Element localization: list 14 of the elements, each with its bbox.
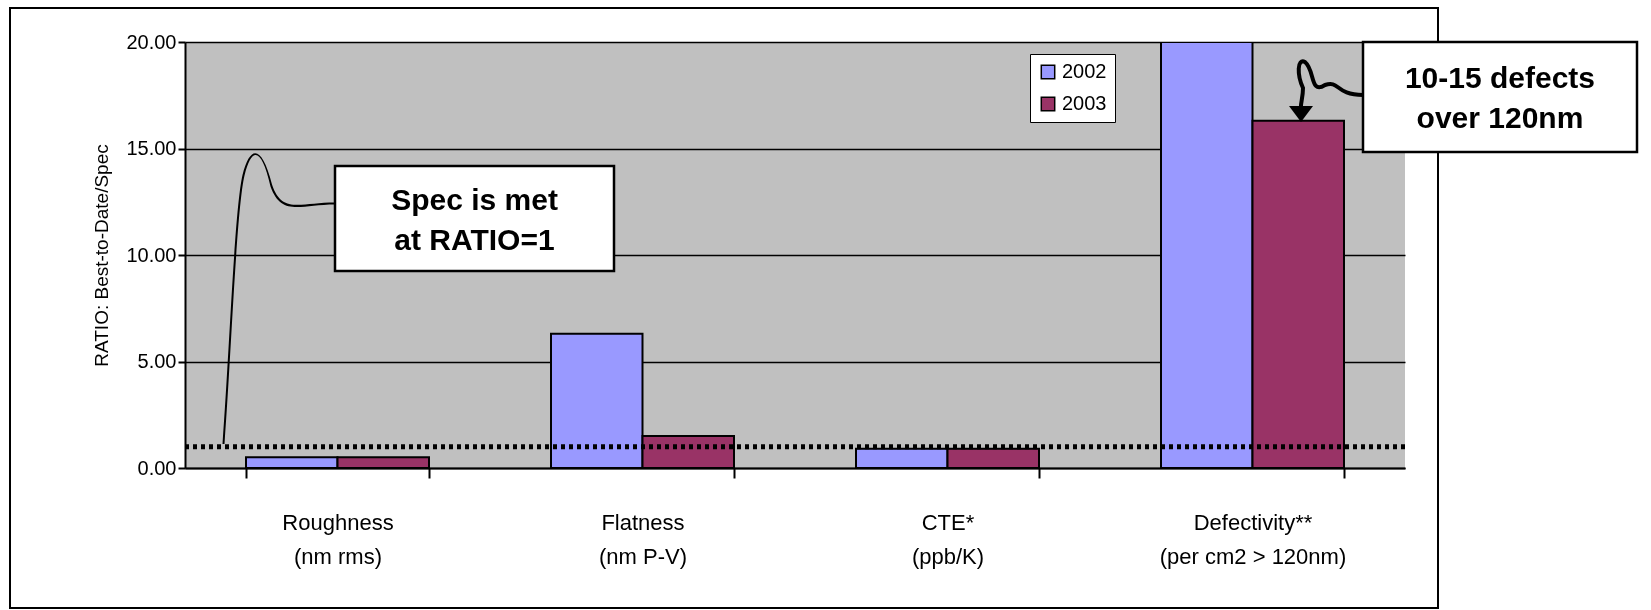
y-tick-label: 15.00 [126, 137, 177, 159]
y-axis-title: RATIO: Best-to-Date/Spec [91, 144, 113, 367]
annotation: 10-15 defects over 120nm [1404, 61, 1596, 134]
legend-label: 2003 [1062, 92, 1107, 114]
annotation: Spec is met at RATIO=1 [391, 182, 558, 256]
x-tick-label: Roughness (nm rms) [282, 509, 394, 569]
legend-label: 2002 [1062, 60, 1107, 82]
x-tick-label: Defectivity** (per cm2 > 120nm) [1159, 509, 1347, 569]
x-tick-label: CTE* (ppb/K) [911, 509, 985, 569]
x-tick-label: Flatness (nm P-V) [599, 509, 687, 569]
y-tick-label: 20.00 [126, 30, 177, 53]
y-tick-label: 0.00 [137, 456, 177, 479]
y-tick-label: 5.00 [137, 350, 177, 372]
y-tick-label: 10.00 [126, 243, 177, 266]
